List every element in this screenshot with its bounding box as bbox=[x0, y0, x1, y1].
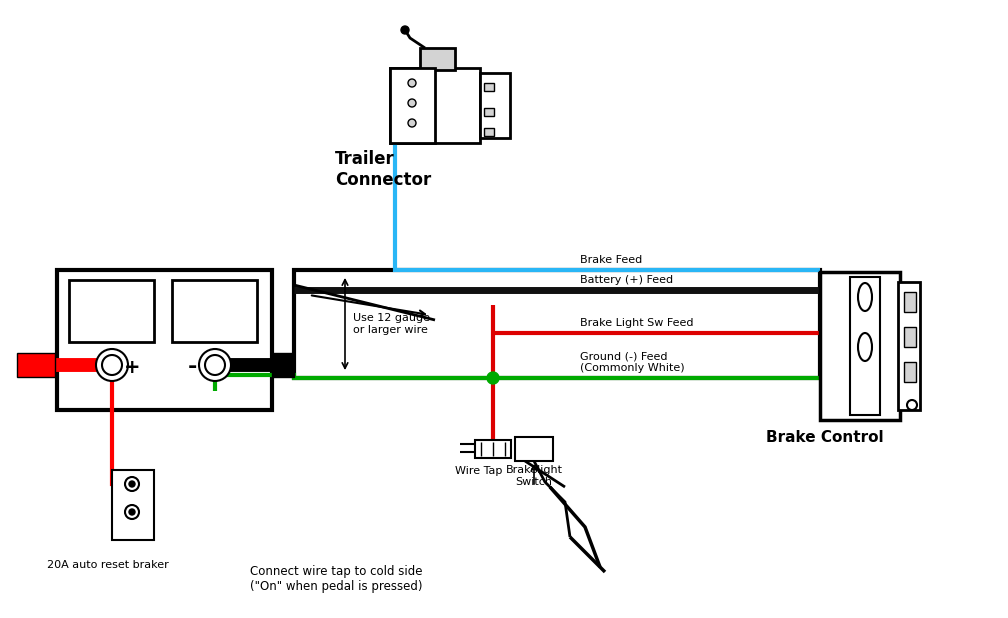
Circle shape bbox=[102, 355, 122, 375]
Circle shape bbox=[408, 99, 416, 107]
Text: Trailer
Connector: Trailer Connector bbox=[335, 150, 431, 189]
Bar bbox=[17, 353, 55, 377]
Bar bbox=[390, 68, 435, 143]
Circle shape bbox=[125, 505, 139, 519]
Circle shape bbox=[205, 355, 225, 375]
Bar bbox=[475, 440, 511, 458]
Ellipse shape bbox=[858, 283, 872, 311]
Bar bbox=[390, 68, 480, 143]
Circle shape bbox=[199, 349, 231, 381]
Circle shape bbox=[125, 477, 139, 491]
Bar bbox=[172, 280, 257, 342]
Bar bbox=[904, 292, 916, 312]
Text: Brake Feed: Brake Feed bbox=[580, 255, 642, 265]
Text: -: - bbox=[187, 357, 197, 377]
Text: Brake Light Sw Feed: Brake Light Sw Feed bbox=[580, 318, 694, 328]
Circle shape bbox=[401, 26, 409, 34]
Circle shape bbox=[907, 400, 917, 410]
Bar bbox=[272, 353, 294, 377]
Text: Battery (+) Feed: Battery (+) Feed bbox=[580, 275, 673, 285]
Bar bbox=[484, 83, 494, 91]
Bar bbox=[484, 128, 494, 136]
Text: +: + bbox=[124, 357, 140, 376]
Text: Connect wire tap to cold side
("On" when pedal is pressed): Connect wire tap to cold side ("On" when… bbox=[250, 565, 422, 593]
Bar bbox=[69, 280, 154, 342]
Bar bbox=[420, 48, 455, 70]
Bar bbox=[898, 282, 920, 410]
Bar bbox=[904, 327, 916, 347]
Circle shape bbox=[129, 509, 135, 515]
Bar bbox=[850, 277, 880, 415]
Ellipse shape bbox=[858, 333, 872, 361]
Text: Wire Tap: Wire Tap bbox=[456, 466, 503, 476]
Circle shape bbox=[408, 79, 416, 87]
Bar bbox=[112, 470, 154, 540]
Bar bbox=[484, 108, 494, 116]
Circle shape bbox=[96, 349, 128, 381]
Text: Brakelight
Switch: Brakelight Switch bbox=[505, 465, 562, 486]
Circle shape bbox=[408, 119, 416, 127]
Circle shape bbox=[129, 481, 135, 487]
Bar bbox=[904, 362, 916, 382]
Bar bbox=[480, 73, 510, 138]
Bar bbox=[820, 272, 900, 420]
Text: Brake Control: Brake Control bbox=[766, 430, 884, 445]
Bar bbox=[57, 270, 272, 410]
Text: Use 12 gauge
or larger wire: Use 12 gauge or larger wire bbox=[353, 313, 430, 335]
Bar bbox=[294, 270, 820, 378]
Text: Ground (-) Feed
(Commonly White): Ground (-) Feed (Commonly White) bbox=[580, 352, 684, 373]
Circle shape bbox=[487, 372, 499, 384]
Bar bbox=[515, 437, 553, 461]
Text: 20A auto reset braker: 20A auto reset braker bbox=[47, 560, 168, 570]
